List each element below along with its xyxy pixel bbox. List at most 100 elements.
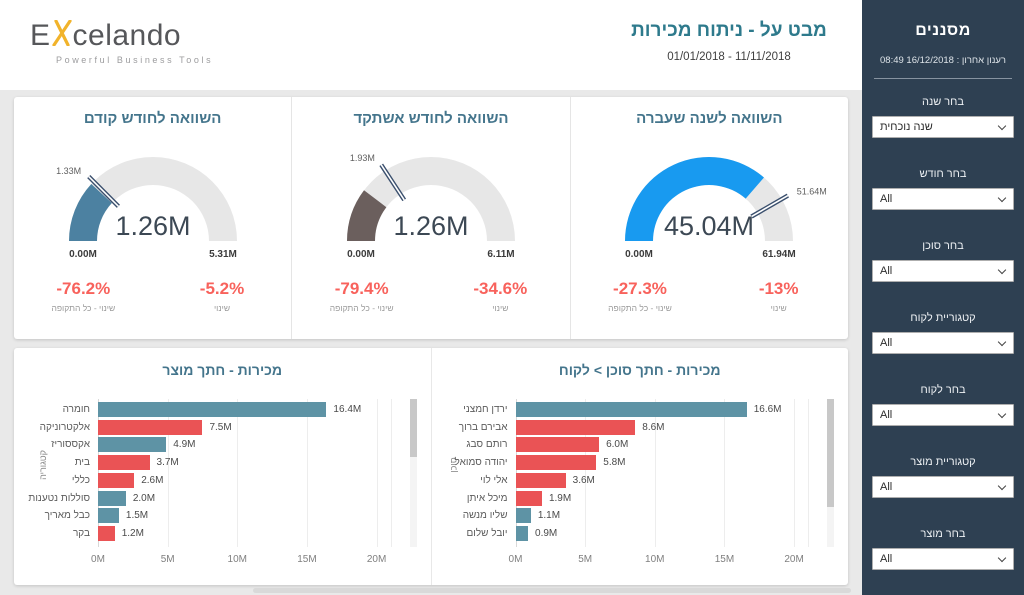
- bar[interactable]: [98, 508, 119, 524]
- gauge-kpis: -76.2% שינוי - כל התקופה -5.2% שינוי: [14, 279, 291, 313]
- gauge-arc: 1.26M 0.00M 5.31M 1.33M: [56, 157, 237, 260]
- chevron-down-icon: [997, 265, 1007, 275]
- bar[interactable]: [515, 490, 542, 506]
- category-label: מיכל איתן: [466, 492, 508, 504]
- dropdown-selected-value: All: [880, 553, 893, 565]
- chart-body: סוכן 16.6M ירדן חמצני 8.6M אבירם ברוך 6.0M רות…: [432, 396, 849, 585]
- category-label: בקר: [72, 527, 90, 539]
- gridline: [306, 399, 308, 547]
- filter-dropdown-6[interactable]: All: [872, 476, 1014, 498]
- kpi-1: -76.2% שינוי - כל התקופה: [14, 279, 153, 313]
- bar[interactable]: [515, 525, 529, 541]
- bar[interactable]: [98, 472, 135, 488]
- x-axis: 0M 5M 10M 15M 20M: [509, 554, 809, 568]
- filter-dropdown-2[interactable]: All: [872, 188, 1014, 210]
- svg-text:1.26M: 1.26M: [115, 211, 190, 241]
- kpi-label: שינוי - כל התקופה: [51, 303, 116, 313]
- filter-dropdown-5[interactable]: All: [872, 404, 1014, 426]
- kpi-label: שינוי: [492, 303, 509, 313]
- bar[interactable]: [515, 508, 531, 524]
- category-label: כללי: [71, 474, 90, 486]
- x-tick-label: 15M: [297, 554, 317, 565]
- gauge-visual-3[interactable]: השוואה לשנה שעברה 45.04M 0.00M 61.94M 51.64M…: [569, 97, 848, 339]
- bar[interactable]: [98, 402, 327, 417]
- svg-text:0.00M: 0.00M: [625, 249, 653, 260]
- filter-list: בחר שנה שנה נוכחית בחר חודש All בחר סוכן All ק…: [862, 96, 1024, 570]
- gauge-visual-2[interactable]: השוואה לחודש אשתקד 1.26M 0.00M 6.11M 1.93M -7…: [291, 97, 569, 339]
- bar[interactable]: [515, 472, 566, 488]
- category-label: חומרה: [62, 404, 90, 415]
- filter-dropdown-4[interactable]: All: [872, 332, 1014, 354]
- kpi-label: שינוי: [213, 303, 231, 313]
- chevron-down-icon: [997, 337, 1007, 347]
- x-tick-label: 20M: [366, 554, 387, 565]
- svg-text:1.26M: 1.26M: [393, 211, 468, 241]
- gauge-visual-1[interactable]: השוואה לחודש קודם 1.26M 0.00M 5.31M 1.33M -76…: [14, 97, 291, 339]
- svg-text:45.04M: 45.04M: [664, 211, 754, 241]
- filter-group-4: קטגוריית לקוח All: [862, 312, 1024, 354]
- chart-body: קטגוריה 16.4M חומרה 7.5M אלקטרוניקה 4.9M אקססו…: [14, 396, 431, 585]
- category-label: אקססוריז: [51, 439, 90, 451]
- chevron-down-icon: [997, 481, 1007, 491]
- bar-value-label: 2.6M: [141, 474, 164, 486]
- filter-dropdown-1[interactable]: שנה נוכחית: [872, 116, 1014, 138]
- category-label: יהודה סמואל: [454, 457, 508, 469]
- gauge-kpis: -79.4% שינוי - כל התקופה -34.6% שינוי: [292, 279, 569, 313]
- bar[interactable]: [98, 525, 115, 541]
- filter-group-5: בחר לקוח All: [862, 384, 1024, 426]
- logo-text-end: celando: [72, 19, 182, 52]
- filter-label: בחר חודש: [919, 168, 967, 180]
- bar[interactable]: [515, 419, 636, 435]
- chart-title: מכירות - חתך סוכן > לקוח: [558, 362, 721, 378]
- filter-label: קטגוריית לקוח: [910, 312, 976, 324]
- x-tick-label: 5M: [578, 554, 593, 565]
- bar-value-label: 2.0M: [132, 492, 156, 504]
- category-label: בית: [74, 457, 90, 469]
- svg-text:51.64M: 51.64M: [797, 187, 827, 197]
- filter-group-1: בחר שנה שנה נוכחית: [862, 96, 1024, 138]
- gauge-arc: 1.26M 0.00M 6.11M 1.93M: [346, 153, 515, 260]
- x-tick-label: 20M: [784, 554, 804, 565]
- svg-text:0.00M: 0.00M: [69, 249, 97, 260]
- svg-text:0.00M: 0.00M: [347, 249, 375, 260]
- bar[interactable]: [515, 437, 600, 453]
- category-label: סוללות נטענות: [28, 492, 90, 504]
- gridline: [167, 399, 169, 547]
- kpi-1: -79.4% שינוי - כל התקופה: [292, 279, 431, 313]
- dropdown-selected-value: All: [880, 265, 893, 277]
- filter-dropdown-3[interactable]: All: [872, 260, 1014, 282]
- kpi-value: -34.6%: [473, 279, 528, 298]
- kpi-label: שינוי - כל התקופה: [329, 303, 394, 313]
- bar-value-label: 0.9M: [535, 527, 558, 539]
- chart-scrollbar[interactable]: [409, 399, 417, 547]
- gridline: [808, 399, 809, 547]
- bar[interactable]: [98, 455, 150, 471]
- filter-group-6: קטגוריית מוצר All: [862, 456, 1024, 498]
- svg-text:6.11M: 6.11M: [487, 249, 514, 260]
- svg-text:1.93M: 1.93M: [350, 153, 375, 163]
- gauge-arc: 45.04M 0.00M 61.94M 51.64M: [625, 157, 827, 260]
- bar[interactable]: [98, 437, 167, 453]
- bar[interactable]: [515, 402, 747, 417]
- svg-text:5.31M: 5.31M: [209, 249, 237, 260]
- scrollbar-thumb[interactable]: [409, 399, 417, 457]
- filter-dropdown-7[interactable]: All: [872, 548, 1014, 570]
- gridline: [390, 399, 392, 547]
- sidebar-title: מסננים: [915, 22, 971, 39]
- gauge-title: השוואה לשנה שעברה: [636, 110, 783, 127]
- filter-label: קטגוריית מוצר: [910, 456, 976, 468]
- kpi-value: -79.4%: [334, 279, 389, 298]
- bar[interactable]: [98, 490, 126, 506]
- horizontal-scrollbar[interactable]: [253, 588, 851, 593]
- kpi-value: -76.2%: [56, 279, 111, 298]
- bar[interactable]: [515, 455, 597, 471]
- scrollbar-thumb[interactable]: [827, 399, 834, 508]
- category-label: אלי לוי: [480, 474, 508, 486]
- bar[interactable]: [98, 419, 203, 435]
- chart-scrollbar[interactable]: [827, 399, 834, 547]
- gridline: [724, 399, 726, 547]
- gridline: [585, 399, 587, 547]
